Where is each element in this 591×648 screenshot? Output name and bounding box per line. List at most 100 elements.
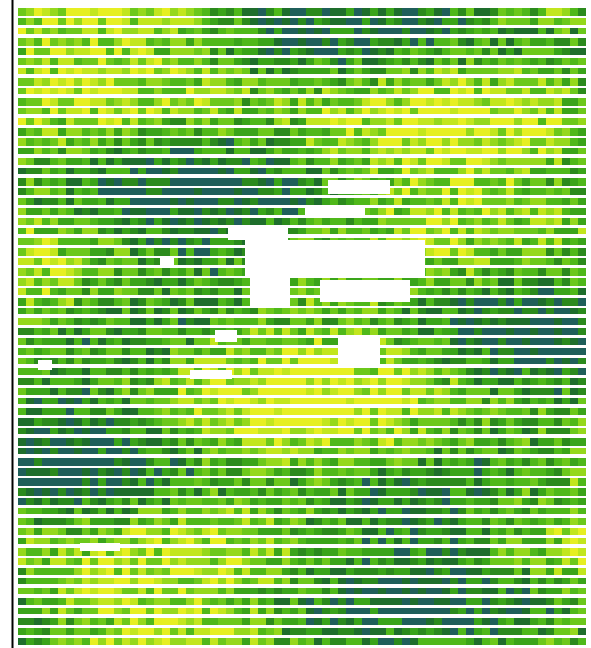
raster-cell [570,488,578,496]
raster-cell [194,118,202,125]
raster-cell [578,458,586,466]
raster-cell [226,248,234,256]
raster-cell [442,8,450,16]
raster-cell [362,8,370,16]
raster-cell [114,338,122,345]
raster-cell [498,518,506,525]
raster-cell [362,488,370,496]
raster-cell [82,398,90,404]
raster-cell [162,358,170,364]
raster-cell [154,348,162,355]
raster-cell [514,568,522,575]
raster-cell [474,68,482,74]
raster-cell [210,388,218,395]
raster-cell [290,168,298,174]
raster-cell [418,88,426,94]
raster-cell [146,368,154,375]
raster-cell [50,578,58,584]
raster-cell [66,238,74,245]
raster-cell [426,618,434,625]
raster-cell [242,448,250,454]
raster-cell [570,618,578,625]
raster-cell [570,328,578,335]
raster-cell [410,218,418,225]
raster-cell [426,468,434,476]
raster-cell [162,448,170,454]
raster-cell [354,148,362,154]
raster-cell [554,538,562,544]
raster-cell [74,568,82,575]
raster-cell [474,638,482,645]
raster-cell [146,358,154,364]
raster-cell [234,558,242,565]
raster-cell [154,378,162,385]
raster-cell [258,468,266,476]
raster-cell [218,138,226,146]
raster-cell [498,228,506,234]
raster-cell [370,498,378,505]
raster-cell [418,58,426,65]
raster-cell [194,518,202,525]
raster-cell [458,578,466,584]
raster-cell [370,458,378,466]
raster-cell [114,158,122,165]
raster-cell [514,548,522,556]
raster-cell [178,48,186,55]
raster-cell [314,598,322,605]
raster-cell [122,438,130,446]
raster-cell [378,488,386,496]
raster-cell [338,198,346,205]
raster-cell [562,588,570,594]
raster-cell [90,228,98,234]
raster-cell [362,218,370,225]
raster-cell [250,158,258,165]
raster-cell [18,358,26,364]
raster-cell [514,298,522,306]
raster-cell [290,608,298,614]
raster-cell [202,208,210,215]
raster-cell [314,108,322,114]
raster-cell [306,588,314,594]
raster-cell [274,168,282,174]
raster-cell [506,108,514,114]
raster-cell [282,518,290,525]
raster-cell [218,28,226,34]
raster-cell [578,388,586,395]
raster-cell [322,108,330,114]
raster-cell [186,448,194,454]
raster-cell [370,378,378,385]
raster-cell [26,558,34,565]
raster-cell [162,38,170,46]
raster-cell [370,448,378,454]
raster-cell [194,628,202,635]
raster-cell [458,438,466,446]
raster-cell [578,348,586,355]
raster-cell [506,218,514,225]
raster-cell [554,258,562,265]
raster-cell [202,48,210,55]
raster-cell [106,48,114,55]
raster-cell [482,218,490,225]
raster-cell [546,248,554,256]
raster-cell [346,638,354,645]
raster-cell [18,548,26,556]
raster-cell [490,278,498,286]
raster-cell [578,368,586,375]
raster-cell [482,598,490,605]
raster-cell [538,578,546,584]
raster-cell [538,418,546,426]
raster-cell [234,178,242,186]
raster-cell [154,468,162,476]
raster-cell [218,188,226,195]
raster-cell [322,588,330,594]
raster-cell [234,638,242,645]
raster-cell [474,238,482,245]
raster-cell [418,618,426,625]
raster-cell [538,278,546,286]
raster-cell [82,108,90,114]
raster-cell [378,128,386,136]
raster-cell [226,358,234,364]
raster-cell [354,508,362,514]
raster-cell [418,558,426,565]
raster-cell [402,138,410,146]
